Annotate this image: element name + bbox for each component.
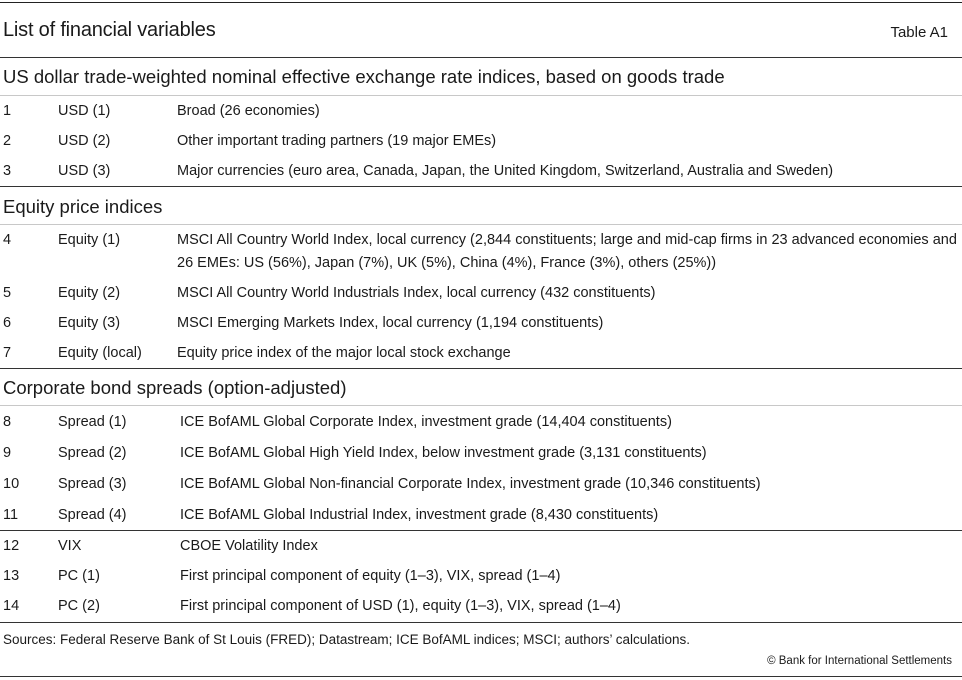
row-number: 9 bbox=[3, 445, 12, 461]
row-variable: Spread (1) bbox=[58, 414, 127, 430]
copyright-note: © Bank for International Settlements bbox=[767, 655, 952, 667]
top-rule bbox=[0, 2, 962, 3]
section-rule bbox=[0, 95, 962, 96]
row-description: First principal component of equity (1–3… bbox=[180, 568, 561, 584]
section-divider bbox=[0, 368, 962, 369]
section-divider bbox=[0, 530, 962, 531]
row-variable: Spread (3) bbox=[58, 476, 127, 492]
row-number: 10 bbox=[3, 476, 20, 492]
row-variable: USD (3) bbox=[58, 163, 111, 179]
row-number: 3 bbox=[3, 163, 12, 179]
row-description: Equity price index of the major local st… bbox=[177, 345, 511, 361]
row-number: 4 bbox=[3, 232, 12, 248]
row-number: 7 bbox=[3, 345, 12, 361]
section-heading-usd: US dollar trade-weighted nominal effecti… bbox=[3, 66, 725, 87]
row-description: ICE BofAML Global High Yield Index, belo… bbox=[180, 445, 707, 461]
row-description: Broad (26 economies) bbox=[177, 103, 320, 119]
row-number: 2 bbox=[3, 133, 12, 149]
row-number: 14 bbox=[3, 598, 20, 614]
row-description: CBOE Volatility Index bbox=[180, 538, 318, 554]
row-number: 13 bbox=[3, 568, 20, 584]
table-title: List of financial variables bbox=[3, 19, 216, 41]
row-description: MSCI Emerging Markets Index, local curre… bbox=[177, 315, 604, 331]
row-variable: Equity (3) bbox=[58, 315, 121, 331]
row-variable: PC (2) bbox=[58, 598, 100, 614]
section-heading-spreads: Corporate bond spreads (option-adjusted) bbox=[3, 377, 347, 398]
row-variable: Equity (1) bbox=[58, 232, 121, 248]
sources-note: Sources: Federal Reserve Bank of St Loui… bbox=[3, 632, 691, 647]
section-heading-equity: Equity price indices bbox=[3, 196, 163, 217]
row-description: MSCI All Country World Industrials Index… bbox=[177, 285, 656, 301]
row-variable: PC (1) bbox=[58, 568, 100, 584]
row-variable: VIX bbox=[58, 538, 82, 554]
row-number: 11 bbox=[3, 507, 19, 523]
row-number: 1 bbox=[3, 103, 12, 119]
section-divider bbox=[0, 186, 962, 187]
row-variable: USD (2) bbox=[58, 133, 111, 149]
row-description: MSCI All Country World Index, local curr… bbox=[177, 232, 957, 271]
row-number: 5 bbox=[3, 285, 12, 301]
header-rule bbox=[0, 57, 962, 58]
row-description: Major currencies (euro area, Canada, Jap… bbox=[177, 163, 834, 179]
row-description: ICE BofAML Global Industrial Index, inve… bbox=[180, 507, 659, 523]
table-bottom-rule bbox=[0, 622, 962, 623]
section-rule bbox=[0, 224, 962, 225]
row-description: Other important trading partners (19 maj… bbox=[177, 133, 497, 149]
table-id: Table A1 bbox=[890, 24, 948, 41]
row-description: ICE BofAML Global Non-financial Corporat… bbox=[180, 476, 761, 492]
row-description: First principal component of USD (1), eq… bbox=[180, 598, 621, 614]
row-description: ICE BofAML Global Corporate Index, inves… bbox=[180, 414, 672, 430]
row-number: 6 bbox=[3, 315, 12, 331]
footer-rule bbox=[0, 676, 962, 677]
row-variable: Equity (2) bbox=[58, 285, 121, 301]
row-number: 12 bbox=[3, 538, 20, 554]
row-variable: Spread (2) bbox=[58, 445, 127, 461]
row-variable: Spread (4) bbox=[58, 507, 127, 523]
row-variable: USD (1) bbox=[58, 103, 111, 119]
section-rule bbox=[0, 405, 962, 406]
row-variable: Equity (local) bbox=[58, 345, 142, 361]
row-number: 8 bbox=[3, 414, 12, 430]
